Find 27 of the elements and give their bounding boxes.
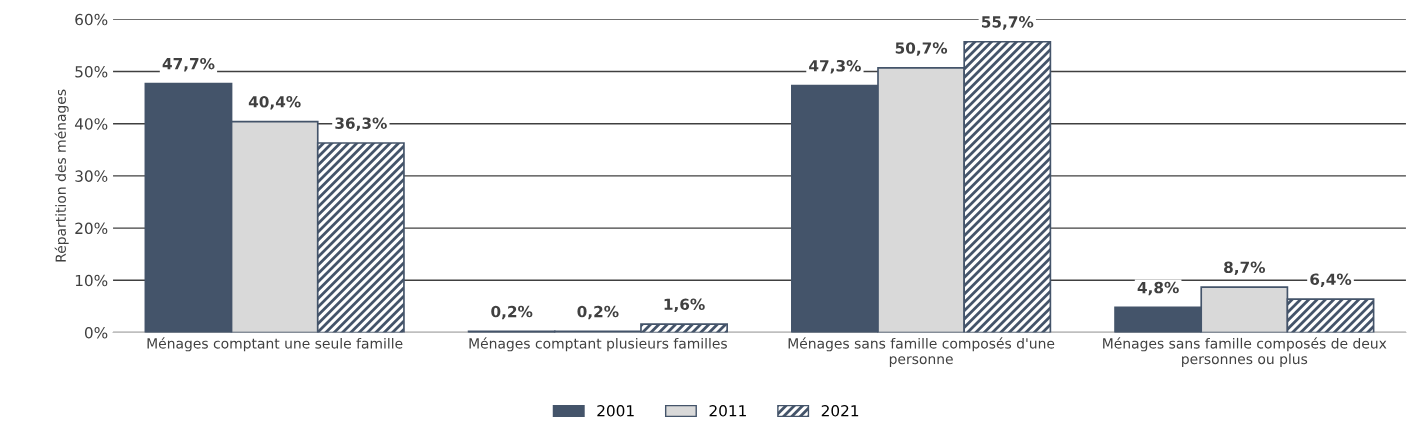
data-label: 6,4% (1310, 273, 1352, 287)
data-label: 0,2% (491, 305, 533, 320)
x-tick-label: Ménages comptant plusieurs familles (469, 337, 727, 352)
data-label: 0,2% (577, 305, 619, 320)
data-label: 47,3% (809, 59, 861, 74)
x-tick-label: Ménages comptant une seule famille (147, 337, 403, 352)
data-label: 47,7% (162, 57, 215, 72)
y-tick-label: 40% (74, 118, 108, 130)
data-label: 4,8% (1137, 281, 1179, 296)
y-tick-label: 0% (84, 326, 108, 339)
legend-label: 2021 (821, 405, 859, 417)
x-tick-label: Ménages sans famille composés de deux personnes ou plus (1103, 337, 1387, 367)
y-tick-label: 60% (75, 13, 108, 26)
data-label: 36,3% (335, 117, 387, 131)
data-label: 8,7% (1224, 261, 1266, 275)
data-label: 55,7% (981, 16, 1034, 30)
legend-label: 2001 (597, 405, 634, 417)
y-tick-label: 20% (75, 222, 108, 235)
legend-label: 2011 (709, 405, 746, 417)
data-label: 1,6% (664, 298, 705, 313)
x-tick-label: Ménages sans famille composés d'une personne (788, 337, 1055, 367)
y-axis-title: Répartition des ménages (54, 89, 69, 262)
y-tick-label: 30% (75, 170, 108, 182)
y-tick-label: 10% (75, 274, 108, 287)
y-tick-label: 50% (75, 65, 108, 78)
data-label: 50,7% (895, 42, 948, 56)
data-label: 40,4% (248, 95, 301, 110)
